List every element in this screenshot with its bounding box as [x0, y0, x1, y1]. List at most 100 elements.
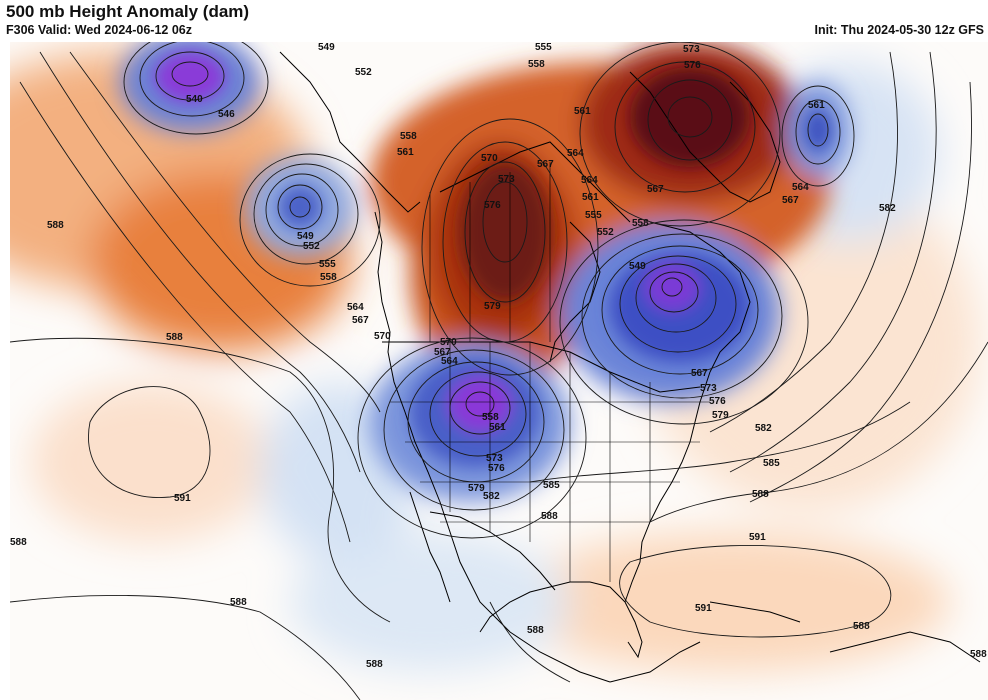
label-564-north-atlantic: 564 — [792, 182, 809, 193]
label-588-south-pacific: 588 — [230, 597, 247, 608]
label-588-bottom: 588 — [366, 659, 383, 670]
label-561-north-atlantic: 561 — [808, 100, 825, 111]
contour-greenland-2 — [647, 79, 733, 161]
label-591-caribbean: 591 — [695, 603, 712, 614]
label-567-pacific-northwest: 567 — [352, 315, 369, 326]
baja-coast — [409, 491, 451, 603]
east-coast — [624, 371, 711, 603]
contour-southwest-low-5 — [383, 349, 565, 511]
contour-gulf-alaska-5 — [239, 153, 381, 287]
label-558-gulf-of-alaska: 558 — [320, 272, 337, 283]
contour-west-trough-3 — [19, 81, 351, 543]
contour-pacific-low-3 — [139, 42, 245, 117]
contour-pacific-low-1 — [171, 61, 209, 87]
contour-southwest-low-4 — [407, 361, 545, 483]
label-576-southwest: 576 — [488, 463, 505, 474]
label-564-rockies: 564 — [441, 356, 458, 367]
label-579-southwest: 579 — [468, 483, 485, 494]
contour-east-canada-1 — [661, 277, 683, 297]
contour-east-canada-3 — [635, 263, 717, 333]
contour-southwest-low-1 — [465, 391, 495, 417]
contour-southwest-low-2 — [449, 381, 511, 435]
contour-588-south — [10, 595, 361, 700]
contour-greenland-3 — [614, 61, 756, 193]
label-576-greenland: 576 — [684, 60, 701, 71]
contour-588-atlantic — [649, 341, 988, 523]
faint-negative-mexico — [290, 532, 570, 672]
label-579-arctic-ridge: 579 — [484, 301, 501, 312]
label-564-pacific-northwest: 564 — [347, 302, 364, 313]
label-555-arctic: 555 — [535, 42, 552, 53]
label-558-arctic: 558 — [528, 59, 545, 70]
label-573-greenland: 573 — [683, 44, 700, 55]
contour-588-pacific — [10, 337, 391, 623]
canada-province-lines — [429, 162, 551, 342]
label-573-arctic-ridge: 573 — [498, 174, 515, 185]
anomaly-shading — [10, 42, 980, 672]
florida — [624, 601, 643, 659]
gulf-coast — [479, 581, 626, 633]
faint-positive-caribbean — [510, 532, 950, 672]
height-contours — [10, 42, 988, 700]
contour-east-canada-6 — [581, 233, 783, 399]
contour-greenland-1 — [667, 96, 713, 138]
contour-588-mexico — [489, 601, 571, 683]
height-anomaly-map: 549 540 546 552 549 552 555 558 564 567 … — [10, 42, 988, 700]
contour-southwest-low-3 — [429, 371, 527, 457]
label-558-hudson: 558 — [632, 218, 649, 229]
contour-atlantic-low-1 — [807, 113, 829, 147]
south-america-coast — [829, 631, 981, 663]
labrador-coast — [649, 221, 751, 373]
contour-pacific-low-2 — [155, 51, 225, 101]
label-579-new-england: 579 — [712, 410, 729, 421]
pacific-low-core — [155, 52, 225, 102]
label-552-north-pacific: 552 — [355, 67, 372, 78]
contour-591-atlantic — [619, 544, 892, 638]
label-588-central-pacific: 588 — [166, 332, 183, 343]
valid-time: F306 Valid: Wed 2024-06-12 06z — [6, 23, 192, 37]
alaska-coast — [279, 51, 421, 213]
label-561-hudson: 561 — [582, 192, 599, 203]
label-585-texas: 585 — [543, 480, 560, 491]
contour-greenland-4 — [579, 42, 781, 227]
label-567-new-england: 567 — [691, 368, 708, 379]
contour-585-gulf — [529, 401, 911, 483]
contour-east-canada-2 — [649, 271, 699, 313]
label-552-gulf-of-alaska: 552 — [303, 241, 320, 252]
label-588-gulf: 588 — [541, 511, 558, 522]
init-time: Init: Thu 2024-05-30 12z GFS — [814, 23, 985, 37]
contour-west-trough-1 — [69, 51, 381, 413]
label-582-mid-atlantic: 582 — [755, 423, 772, 434]
contour-atlantic-low-2 — [795, 99, 841, 165]
contour-atlantic-low-3 — [781, 85, 855, 187]
label-564-hudson: 564 — [581, 175, 598, 186]
gulf-alaska-low-core — [278, 185, 322, 229]
label-576-new-england: 576 — [709, 396, 726, 407]
contour-southwest-low-6 — [357, 337, 587, 539]
hudson-bay-coast — [549, 221, 601, 363]
contour-gulf-alaska-4 — [253, 163, 359, 265]
label-558-british-columbia: 558 — [400, 131, 417, 142]
canada-ridge-core — [460, 162, 550, 302]
southwest-low-core — [448, 376, 512, 432]
label-588-southwest: 588 — [10, 537, 27, 548]
map-header: 500 mb Height Anomaly (dam) F306 Valid: … — [0, 0, 988, 42]
contour-canada-ridge-1 — [482, 181, 528, 263]
contour-atlantic-1 — [709, 51, 898, 433]
label-549-pacific-low: 549 — [318, 42, 335, 53]
label-588-caribbean: 588 — [853, 621, 870, 632]
contour-canada-ridge-2 — [464, 161, 546, 303]
label-582-atlantic: 582 — [879, 203, 896, 214]
label-573-new-england: 573 — [700, 383, 717, 394]
label-570-arctic-ridge: 570 — [481, 153, 498, 164]
contour-east-canada-5 — [601, 245, 759, 375]
west-coast — [374, 211, 611, 683]
label-561-british-columbia: 561 — [397, 147, 414, 158]
label-546-pacific-low: 546 — [218, 109, 235, 120]
contour-gulf-alaska-1 — [289, 196, 311, 218]
label-552-hudson: 552 — [597, 227, 614, 238]
central-america — [609, 641, 701, 683]
contour-atlantic-3 — [749, 81, 972, 503]
label-591-atlantic: 591 — [749, 532, 766, 543]
